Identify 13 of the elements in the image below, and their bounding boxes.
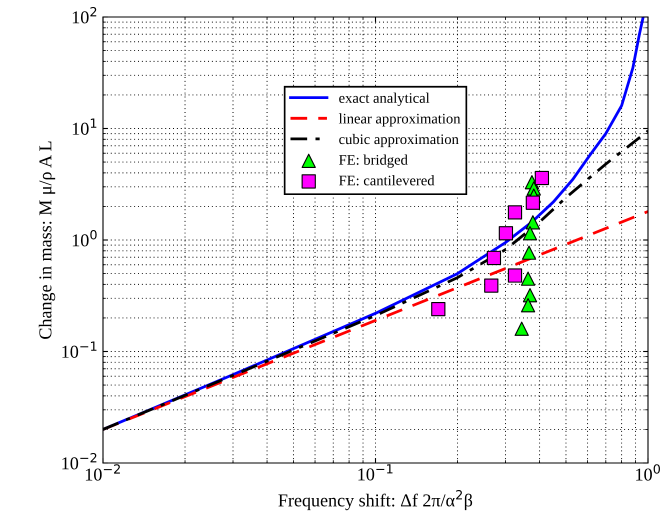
- legend-label: FE: cantilevered: [339, 175, 434, 186]
- legend-label: exact analytical: [339, 92, 430, 106]
- x-axis-title: Frequency shift: Δf 2π/α$^{2}$β: [278, 490, 472, 510]
- legend-label: cubic approximation: [339, 134, 459, 148]
- y-tick-label: 10$^{0}$: [72, 230, 97, 246]
- legend-label: linear approximation: [338, 113, 460, 127]
- legend-label: FE: bridged: [339, 154, 408, 168]
- y-tick-label: 10$^{1}$: [72, 118, 96, 135]
- y-axis-title: Change in mass: M μ/ρ A L: [38, 141, 56, 339]
- y-tick-label: 10$^{−1}$: [62, 342, 96, 358]
- x-tick-label: 10$^{0}$: [636, 464, 660, 481]
- x-tick-label: 10$^{−1}$: [358, 464, 393, 480]
- y-tick-label: 10$^{2}$: [72, 6, 96, 24]
